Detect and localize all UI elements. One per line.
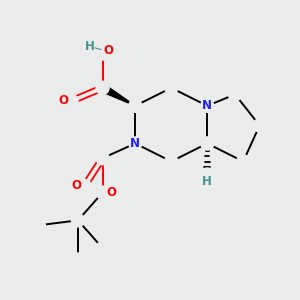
Circle shape: [201, 168, 214, 181]
Text: N: N: [202, 99, 212, 112]
Circle shape: [253, 119, 266, 132]
Text: O: O: [71, 179, 81, 193]
Circle shape: [201, 137, 214, 150]
Circle shape: [32, 219, 45, 232]
Circle shape: [96, 81, 109, 94]
Circle shape: [71, 214, 85, 227]
Text: O: O: [58, 94, 68, 107]
Text: O: O: [103, 44, 113, 57]
Circle shape: [96, 47, 109, 60]
Circle shape: [96, 242, 109, 255]
Text: H: H: [85, 40, 95, 53]
Text: O: O: [107, 186, 117, 199]
Text: H: H: [202, 175, 212, 188]
Circle shape: [96, 152, 109, 165]
Circle shape: [165, 81, 178, 94]
Circle shape: [71, 253, 85, 266]
Polygon shape: [101, 84, 135, 106]
Text: N: N: [130, 137, 140, 150]
Circle shape: [65, 94, 78, 107]
Circle shape: [165, 155, 178, 168]
Circle shape: [96, 186, 109, 199]
Circle shape: [237, 155, 250, 168]
Circle shape: [129, 137, 142, 150]
Circle shape: [229, 88, 242, 101]
Circle shape: [78, 179, 91, 193]
Circle shape: [129, 99, 142, 112]
Circle shape: [201, 99, 214, 112]
